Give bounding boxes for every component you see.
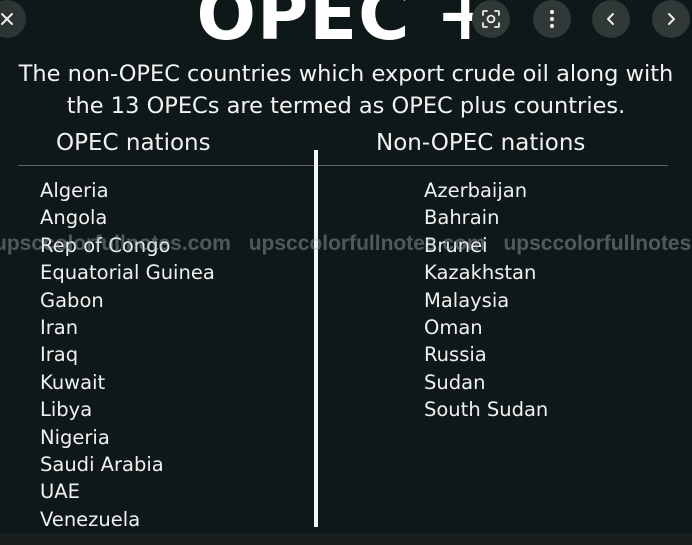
list-item: UAE bbox=[40, 480, 80, 504]
list-item: Iraq bbox=[40, 343, 79, 367]
image-subtitle: The non-OPEC countries which export crud… bbox=[0, 58, 692, 122]
list-item: South Sudan bbox=[424, 398, 549, 422]
list-item: Bahrain bbox=[424, 206, 500, 230]
chevron-left-icon bbox=[605, 11, 617, 27]
list-item: Kuwait bbox=[40, 370, 106, 394]
opec-header: OPEC nations bbox=[56, 130, 211, 156]
bottom-bar bbox=[0, 533, 692, 545]
more-vertical-icon bbox=[549, 9, 555, 29]
list-item: Oman bbox=[424, 316, 483, 340]
list-item: Venezuela bbox=[40, 507, 141, 531]
list-item: Russia bbox=[424, 343, 487, 367]
header-divider bbox=[18, 165, 668, 166]
list-item: Rep of Congo bbox=[40, 233, 171, 257]
list-item: Nigeria bbox=[40, 425, 110, 449]
list-item: Equatorial Guinea bbox=[40, 261, 215, 285]
list-item: Libya bbox=[40, 398, 93, 422]
image-title: OPEC + bbox=[196, 0, 496, 56]
list-item: Saudi Arabia bbox=[40, 453, 164, 477]
subtitle-line-1: The non-OPEC countries which export crud… bbox=[18, 61, 674, 87]
list-item: Algeria bbox=[40, 179, 109, 202]
list-item: Malaysia bbox=[424, 288, 510, 312]
chevron-right-icon bbox=[665, 11, 677, 27]
lens-button[interactable] bbox=[472, 0, 510, 38]
list-item: Azerbaijan bbox=[424, 179, 528, 202]
non-opec-nations-list: Azerbaijan Bahrain Brunei Kazakhstan Mal… bbox=[424, 177, 548, 424]
list-item: Iran bbox=[40, 316, 79, 340]
opec-nations-list: Algeria Angola Rep of Congo Equatorial G… bbox=[40, 177, 215, 533]
non-opec-header: Non-OPEC nations bbox=[376, 130, 586, 156]
list-item: Gabon bbox=[40, 288, 104, 312]
close-icon bbox=[0, 10, 16, 28]
lens-icon bbox=[481, 9, 501, 29]
list-item: Sudan bbox=[424, 370, 486, 394]
column-divider bbox=[314, 150, 318, 527]
next-image-button[interactable] bbox=[652, 0, 690, 38]
list-item: Angola bbox=[40, 206, 108, 230]
previous-image-button[interactable] bbox=[592, 0, 630, 38]
subtitle-line-2: the 13 OPECs are termed as OPEC plus cou… bbox=[66, 93, 626, 119]
list-item: Brunei bbox=[424, 233, 488, 257]
more-options-button[interactable] bbox=[533, 0, 571, 38]
list-item: Kazakhstan bbox=[424, 261, 537, 285]
